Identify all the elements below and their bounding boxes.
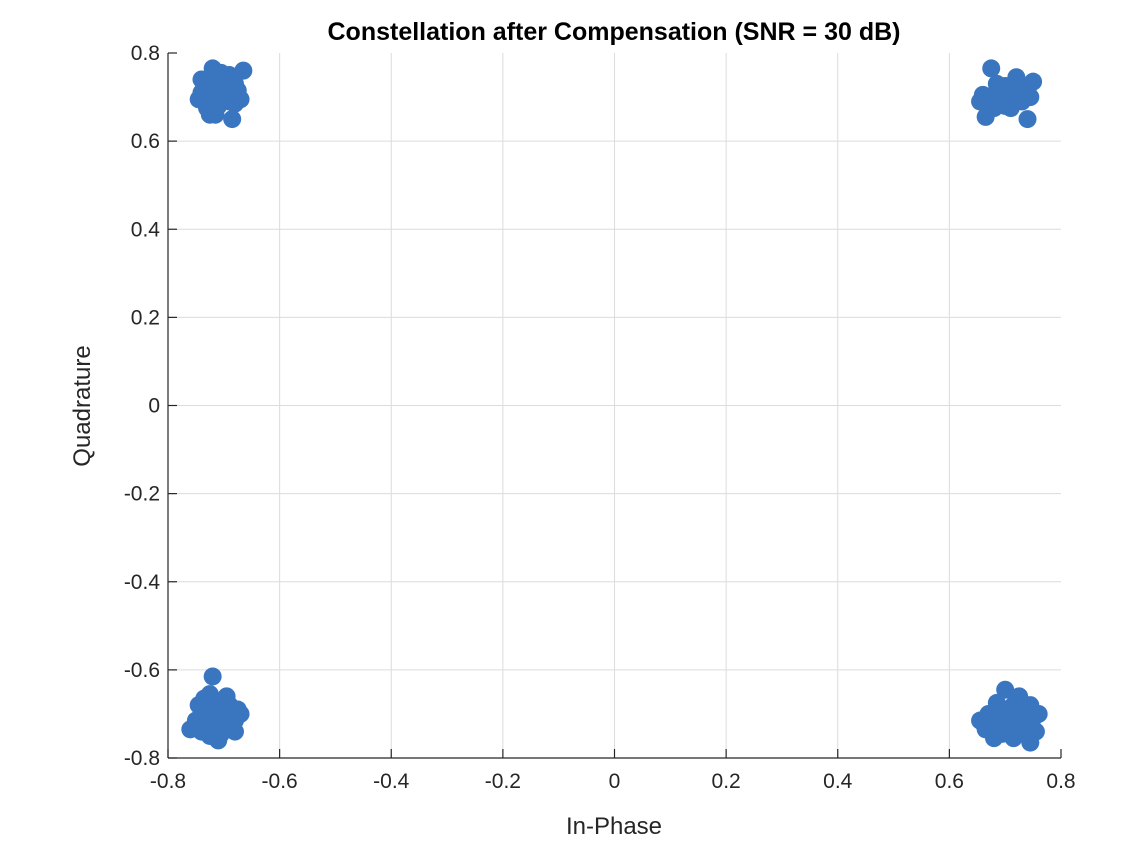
data-point (1026, 722, 1045, 741)
data-point (1007, 704, 1026, 723)
y-tick-label: 0.4 (131, 218, 161, 241)
x-tick-label: 0.6 (935, 770, 964, 793)
data-point (996, 720, 1015, 739)
data-point (225, 94, 244, 113)
data-points (181, 59, 1048, 752)
x-tick-label: 0 (609, 770, 621, 793)
x-tick-label: -0.2 (485, 770, 521, 793)
data-point (1021, 696, 1040, 715)
point-cluster (189, 59, 253, 129)
data-point (214, 707, 233, 726)
data-point (203, 667, 222, 686)
data-point (234, 61, 253, 80)
point-cluster (971, 59, 1043, 129)
y-tick-label: -0.6 (124, 659, 160, 682)
y-tick-label: 0.8 (131, 42, 160, 65)
y-tick-label: 0.6 (131, 130, 160, 153)
data-point (209, 79, 228, 98)
y-tick-label: -0.8 (124, 747, 160, 770)
data-point (996, 680, 1015, 699)
x-tick-label: -0.8 (150, 770, 186, 793)
data-point (223, 110, 242, 129)
y-tick-label: 0.2 (131, 306, 160, 329)
x-tick-label: -0.6 (262, 770, 298, 793)
data-point (220, 66, 239, 85)
x-tick-label: -0.4 (373, 770, 410, 793)
y-tick-label: -0.4 (124, 571, 161, 594)
data-point (231, 704, 250, 723)
y-tick-label: -0.2 (124, 483, 160, 506)
data-point (1001, 81, 1020, 100)
point-cluster (181, 667, 250, 750)
data-point (990, 94, 1009, 113)
data-point (971, 92, 990, 111)
data-point (198, 707, 217, 726)
y-axis-label: Quadrature (69, 345, 96, 466)
x-tick-label: 0.8 (1046, 770, 1075, 793)
data-point (982, 59, 1001, 78)
data-point (1018, 110, 1037, 129)
data-point (976, 720, 995, 739)
x-axis-label: In-Phase (566, 813, 662, 840)
grid (168, 53, 1061, 758)
data-point (979, 704, 998, 723)
data-point (192, 70, 211, 89)
chart-title: Constellation after Compensation (SNR = … (328, 18, 901, 46)
y-tick-label: 0 (148, 395, 160, 418)
data-point (200, 105, 219, 124)
point-cluster (971, 680, 1048, 752)
axes: -0.8 -0.6 -0.4 -0.2 0 0.2 0.4 0.6 0.8 -0.8 -0.6 -0.… (124, 42, 1076, 793)
x-tick-label: 0.2 (712, 770, 741, 793)
data-point (987, 74, 1006, 93)
data-point (200, 726, 219, 745)
x-tick-label: 0.4 (823, 770, 853, 793)
